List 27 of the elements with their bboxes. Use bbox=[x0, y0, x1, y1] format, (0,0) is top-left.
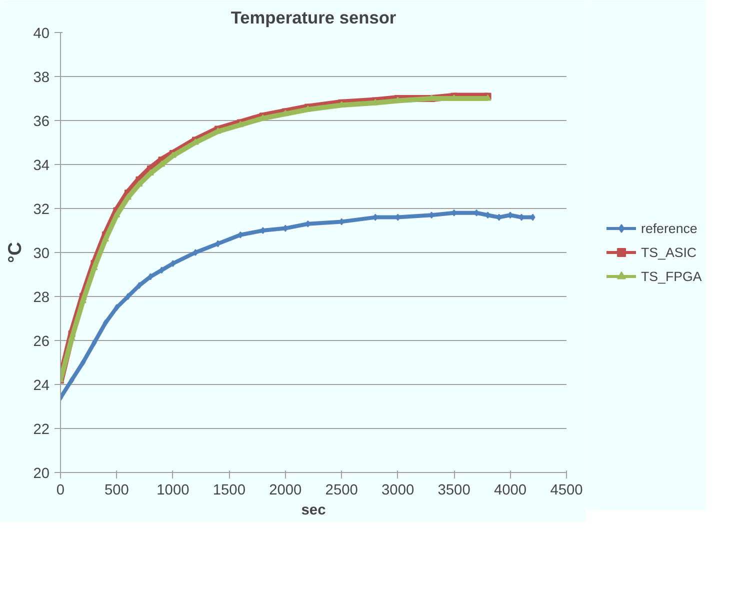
legend-label: TS_ASIC bbox=[641, 244, 697, 260]
y-tick-label: 24 bbox=[33, 378, 50, 394]
y-tick-label: 22 bbox=[33, 422, 50, 438]
y-tick-label: 20 bbox=[33, 466, 50, 482]
x-tick-label: 1500 bbox=[212, 482, 246, 498]
x-tick-label: 1000 bbox=[156, 482, 190, 498]
x-tick-label: 3500 bbox=[438, 482, 470, 498]
y-tick-label: 28 bbox=[33, 290, 50, 306]
x-tick-label: 2000 bbox=[269, 482, 302, 498]
y-tick-label: 26 bbox=[33, 334, 50, 350]
y-tick-label: 30 bbox=[33, 246, 50, 262]
legend-label: reference bbox=[641, 220, 698, 236]
chart-title: Temperature sensor bbox=[230, 8, 396, 28]
x-tick-label: 2500 bbox=[325, 482, 358, 498]
y-tick-label: 38 bbox=[33, 70, 50, 86]
y-tick-label: 34 bbox=[33, 158, 50, 174]
y-tick-label: 36 bbox=[33, 114, 50, 130]
x-tick-label: 500 bbox=[104, 482, 129, 498]
x-tick-label: 4000 bbox=[494, 482, 527, 498]
x-tick-label: 4500 bbox=[550, 482, 583, 498]
y-axis-title: °C bbox=[4, 242, 26, 263]
legend-label: TS_FPGA bbox=[641, 268, 702, 284]
x-tick-label: 0 bbox=[56, 482, 65, 498]
y-tick-label: 32 bbox=[33, 202, 50, 218]
y-tick-label: 40 bbox=[33, 26, 50, 42]
x-axis-title: sec bbox=[301, 502, 326, 518]
x-tick-label: 3000 bbox=[382, 482, 414, 498]
